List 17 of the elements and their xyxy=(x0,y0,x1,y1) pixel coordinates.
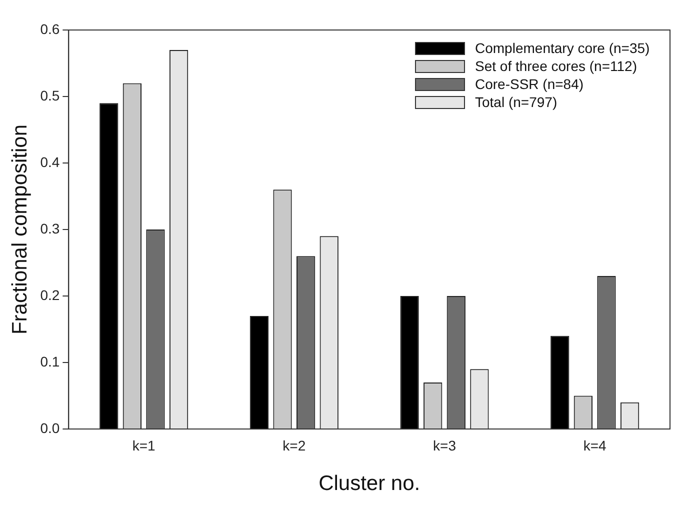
y-tick-label: 0.3 xyxy=(40,220,60,236)
legend-label: Complementary core (n=35) xyxy=(475,40,650,56)
y-tick-label: 0.5 xyxy=(40,87,60,104)
y-tick-label: 0.1 xyxy=(40,353,60,370)
x-tick-label: k=3 xyxy=(433,437,456,454)
x-tick-label: k=2 xyxy=(282,437,306,454)
x-tick-label: k=1 xyxy=(132,437,156,454)
text: 0.0 xyxy=(40,420,60,436)
legend-label: Core-SSR (n=84) xyxy=(475,76,584,92)
legend-label: Total (n=797) xyxy=(475,94,558,110)
x-tick-label: k=4 xyxy=(583,437,607,454)
x-axis-title: Cluster no. xyxy=(318,472,420,496)
y-axis-title: Fractional composition xyxy=(8,124,32,335)
y-tick-label: 0.2 xyxy=(40,286,60,303)
y-tick-label: 0.4 xyxy=(40,154,60,170)
legend-label: Set of three cores (n=112) xyxy=(475,58,637,74)
y-tick-label: 0.6 xyxy=(40,20,60,37)
